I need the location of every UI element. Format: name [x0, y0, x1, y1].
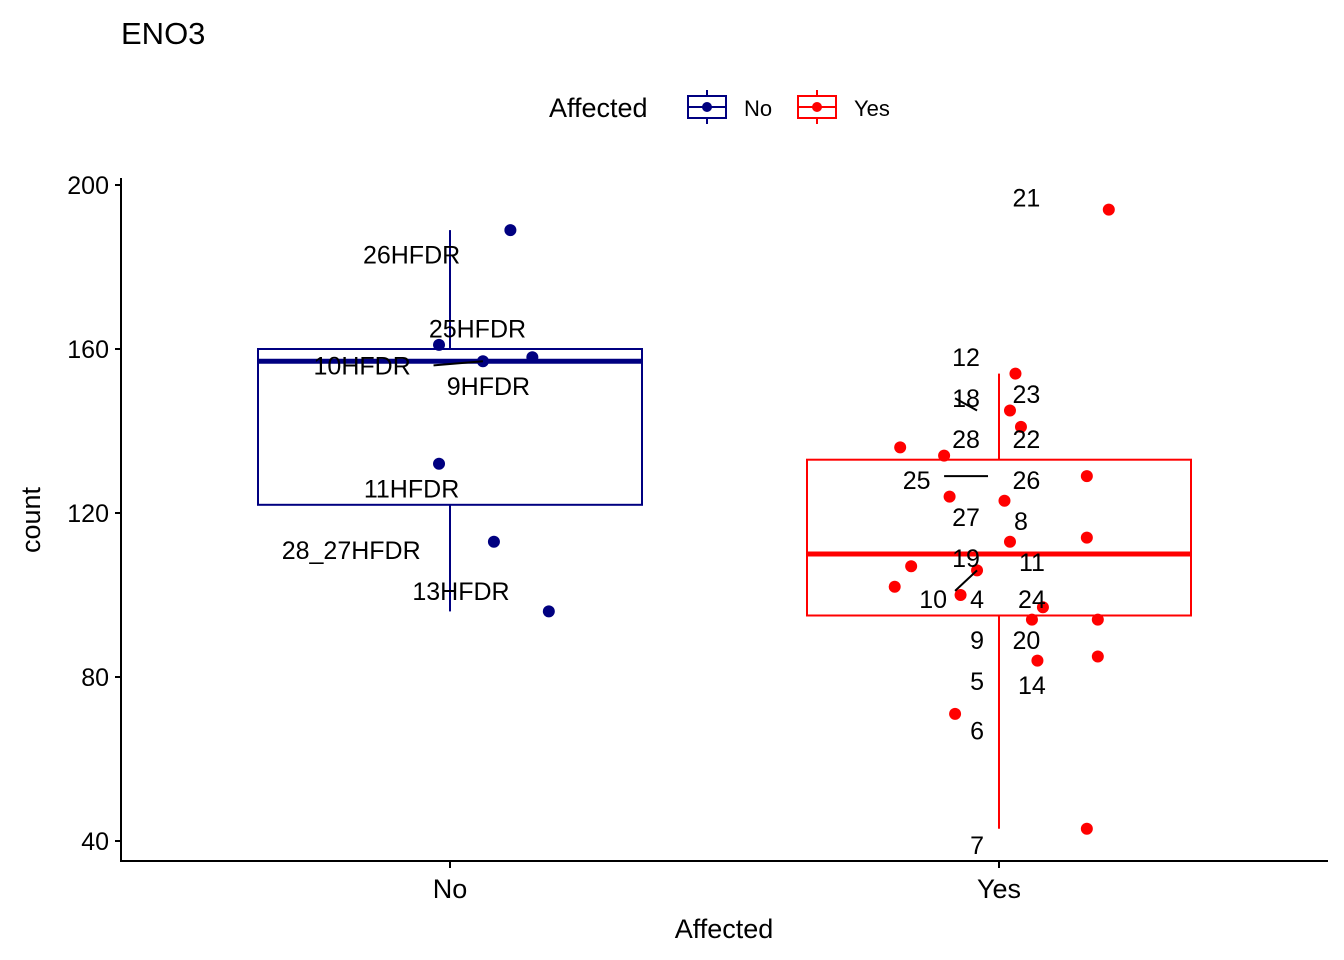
point-label: 7 — [970, 832, 984, 860]
point-label: 19 — [952, 545, 980, 573]
data-point — [433, 338, 446, 351]
point-label: 28_27HFDR — [282, 537, 421, 565]
data-point — [1036, 601, 1049, 614]
point-label: 25 — [903, 467, 931, 495]
y-axis-label: count — [16, 486, 46, 553]
point-label: 25HFDR — [429, 316, 526, 344]
data-point — [1025, 613, 1038, 626]
data-point — [526, 351, 539, 364]
point-label: 24 — [1018, 586, 1046, 614]
data-point — [1091, 650, 1104, 663]
data-point — [1080, 531, 1093, 544]
data-point — [433, 457, 446, 470]
x-tick-label: No — [433, 874, 468, 904]
y-tick-label: 80 — [81, 664, 109, 692]
point-label: 10HFDR — [314, 352, 411, 380]
data-point — [888, 580, 901, 593]
point-label: 27 — [952, 504, 980, 532]
point-label: 21 — [1013, 184, 1041, 212]
y-tick-label: 40 — [81, 828, 109, 856]
point-label: 8 — [1014, 508, 1028, 536]
data-point — [1003, 404, 1016, 417]
point-label: 9 — [970, 627, 984, 655]
legend-entry-no: No — [687, 90, 772, 124]
legend-label: No — [744, 96, 772, 121]
data-point — [998, 494, 1011, 507]
point-label: 12 — [952, 344, 980, 372]
legend-entry-yes: Yes — [797, 90, 890, 124]
legend: Affected No Yes — [549, 90, 890, 124]
point-label: 11 — [1019, 549, 1045, 577]
data-point — [1102, 203, 1115, 216]
box-yes — [806, 373, 1192, 829]
data-point — [1031, 654, 1044, 667]
data-point — [487, 535, 500, 548]
data-point — [1003, 535, 1016, 548]
data-point — [1080, 822, 1093, 835]
point-label: 22 — [1013, 426, 1041, 454]
point-label: 18 — [952, 385, 980, 413]
data-point — [1080, 470, 1093, 483]
data-point — [1009, 367, 1022, 380]
data-point — [938, 449, 951, 462]
chart-title: ENO3 — [121, 16, 205, 51]
y-tick-label: 200 — [67, 172, 109, 200]
box-no — [257, 230, 643, 612]
x-axis-label: Affected — [675, 914, 774, 944]
point-label: 11HFDR — [364, 475, 459, 503]
legend-key — [687, 90, 727, 124]
data-point — [954, 589, 967, 601]
data-point — [1091, 613, 1104, 626]
y-tick-label: 160 — [67, 336, 109, 364]
legend-key — [797, 90, 837, 124]
point-label: 6 — [970, 717, 984, 745]
point-label: 9HFDR — [447, 373, 530, 401]
point-label: 13HFDR — [412, 578, 509, 606]
data-point — [542, 605, 555, 618]
point-label: 14 — [1018, 672, 1046, 700]
data-point — [894, 441, 907, 454]
point-label: 20 — [1013, 627, 1041, 655]
point-label: 26HFDR — [363, 242, 460, 270]
data-point — [905, 560, 918, 573]
iqr-box — [257, 348, 643, 506]
data-point — [1014, 420, 1027, 433]
y-tick-label: 120 — [67, 500, 109, 528]
point-label: 5 — [970, 668, 984, 696]
label-connector — [954, 397, 978, 412]
point-label: 4 — [970, 586, 984, 614]
legend-title: Affected — [549, 93, 648, 123]
label-connector — [954, 569, 978, 592]
point-label: 23 — [1013, 381, 1041, 409]
data-point — [949, 707, 962, 720]
point-label: 26 — [1013, 467, 1041, 495]
iqr-box — [806, 458, 1192, 617]
point-label: 10 — [919, 586, 947, 614]
label-connector — [433, 360, 484, 367]
x-tick-label: Yes — [977, 874, 1021, 904]
data-point — [504, 224, 517, 237]
point-label: 28 — [952, 426, 980, 454]
legend-label: Yes — [854, 96, 890, 121]
data-point — [943, 490, 956, 503]
